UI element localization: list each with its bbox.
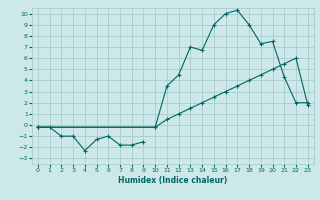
X-axis label: Humidex (Indice chaleur): Humidex (Indice chaleur) [118, 176, 228, 185]
